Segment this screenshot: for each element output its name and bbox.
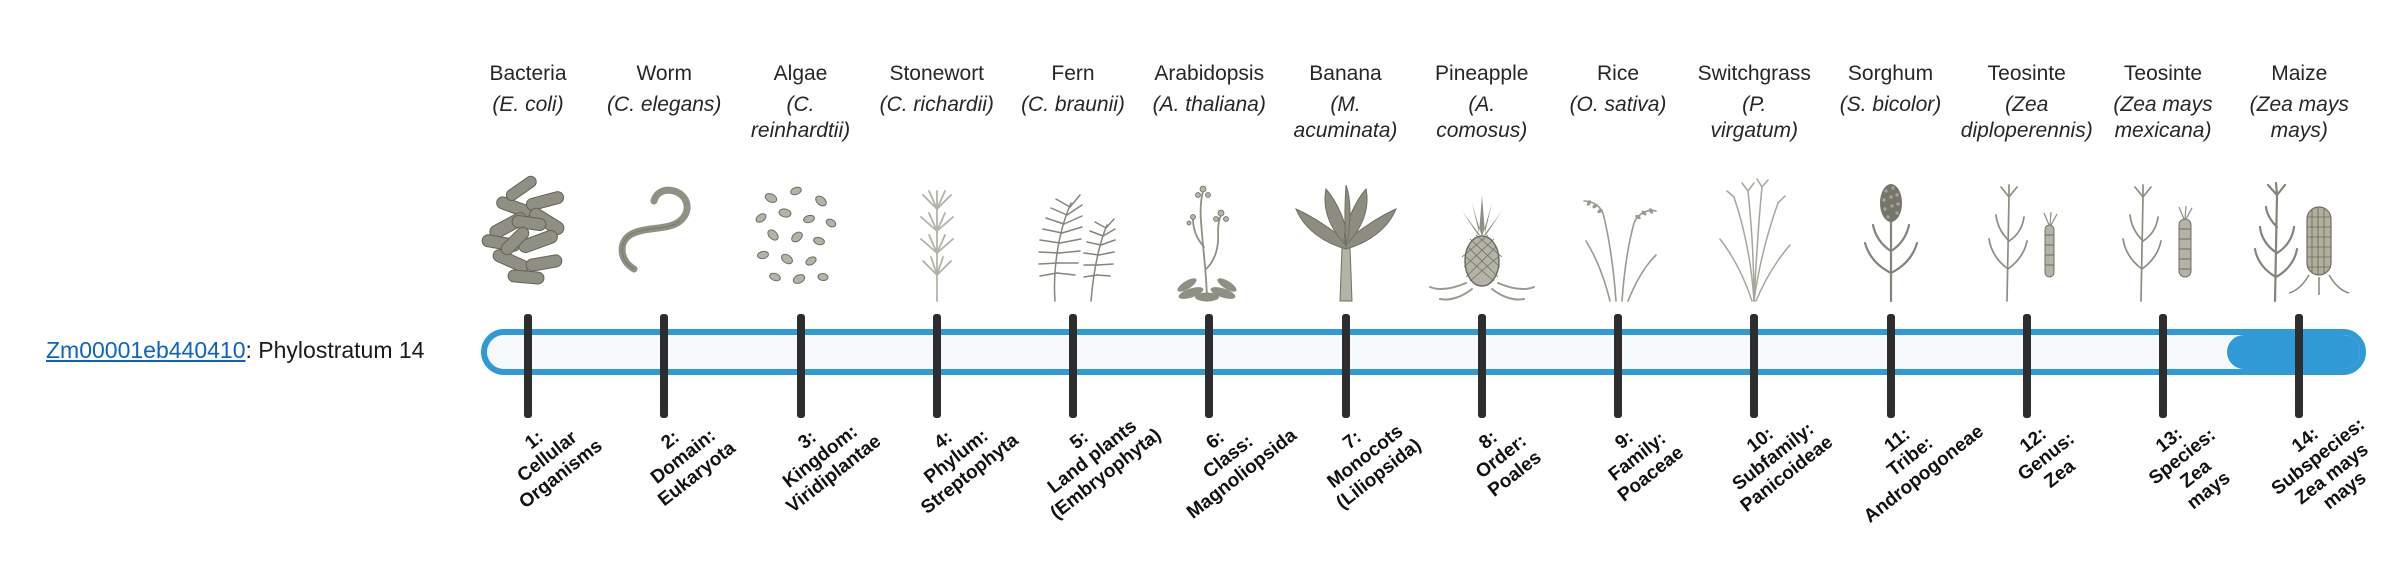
sorghum-icon [1831,173,1951,305]
bacteria-icon [468,173,588,305]
maize-icon [2239,173,2359,305]
organism-name: Rice [1596,62,1639,85]
phylostratum-tick [2159,314,2167,418]
organism-name: Algae [773,62,828,85]
organism-scientific-name: (O. sativa) [1569,93,1667,116]
stage-label: 8: Order: Poales [1472,426,1546,502]
organism-scientific-name: (C. braunii) [1021,93,1125,116]
organism-name: Stonewort [889,62,985,85]
organism-scientific-name: (A. comosus) [1436,93,1528,142]
stage-label: 6: Class: Magnoliopsida [1183,424,1302,524]
stage-label: 4: Phylum: Streptophyta [917,425,1023,519]
gene-link[interactable]: Zm00001eb440410 [46,337,246,363]
timeline-highlight [2227,335,2360,369]
phylostratum-tick [524,314,532,418]
organism-name: Bacteria [489,62,567,85]
teosinte-mexicana-icon [2103,173,2223,305]
pineapple-icon [1422,173,1542,305]
organism-scientific-name: (M. acuminata) [1293,93,1398,142]
organism-name: Pineapple [1435,62,1529,85]
phylostratum-tick [1750,314,1759,418]
phylostratum-tick [796,314,805,418]
stage-label: 10: Subfamily: Panicoideae [1729,419,1838,517]
organism-scientific-name: (Zea mays mexicana) [2113,93,2213,142]
phylostratum-tick [2022,314,2031,418]
phylostratum-tick [2295,314,2304,418]
organism-scientific-name: (P. virgatum) [1710,93,1799,142]
organism-name: Banana [1309,62,1382,85]
stage-label: 9: Family: Poaceae [1605,426,1688,507]
phylostratum-tick [1205,314,1214,418]
stage-label: 13: Species: Zea mays [2145,423,2235,515]
organism-name: Maize [2271,62,2328,85]
organism-scientific-name: (S. bicolor) [1839,93,1942,116]
organism-name: Switchgrass [1697,62,1811,85]
organism-name: Teosinte [2123,62,2203,85]
organism-scientific-name: (A. thaliana) [1152,93,1266,116]
stage-label: 7: Monocots (Liliopsida) [1323,421,1425,514]
organism-scientific-name: (C. reinhardtii) [750,93,851,142]
organism-name: Arabidopsis [1154,62,1265,85]
phylostratum-tick [1341,314,1350,418]
phylostratum-tick [932,314,941,418]
stage-label: 14: Subspecies: Zea mays mays [2268,414,2373,515]
organism-name: Teosinte [1987,62,2066,85]
gene-label-suffix: : Phylostratum 14 [245,337,425,363]
switchgrass-icon [1694,173,1814,305]
stonewort-icon [877,173,997,305]
organism-name: Fern [1051,62,1095,85]
phylostratum-tick [1069,314,1077,418]
gene-label: Zm00001eb440410: Phylostratum 14 [46,337,424,364]
worm-icon [604,173,724,305]
phylostratum-tick [1614,314,1622,418]
algae-icon [741,173,861,305]
organism-scientific-name: (C. elegans) [607,93,722,116]
arabidopsis-icon [1149,173,1269,305]
organism-name: Sorghum [1847,62,1934,85]
rice-icon [1558,173,1678,305]
stage-label: 3: Kingdom: Viridiplantae [778,421,885,518]
stage-label: 2: Domain: Eukaryota [647,425,740,511]
stage-label: 5: Land plants (Embryophyta) [1044,416,1166,524]
organism-scientific-name: (C. richardii) [879,93,994,116]
phylostratum-tick [660,314,669,418]
organism-scientific-name: (Zea mays mays) [2249,93,2349,142]
phylostratum-tick [1477,314,1486,418]
fern-icon [1013,173,1133,305]
organism-scientific-name: (Zea diploperennis) [1960,93,2093,142]
timeline-bar [481,329,2366,375]
organism-name: Worm [636,62,693,85]
stage-label: 12: Genus: Zea [2014,423,2080,493]
organism-scientific-name: (E. coli) [492,93,564,116]
stage-label: 11: Tribe: Andropogoneae [1859,420,1988,528]
teosinte-diploperennis-icon [1967,173,2087,305]
phylostratum-tick [1886,314,1895,418]
stage-label: 1: Cellular Organisms [513,426,607,513]
banana-icon [1286,173,1406,305]
